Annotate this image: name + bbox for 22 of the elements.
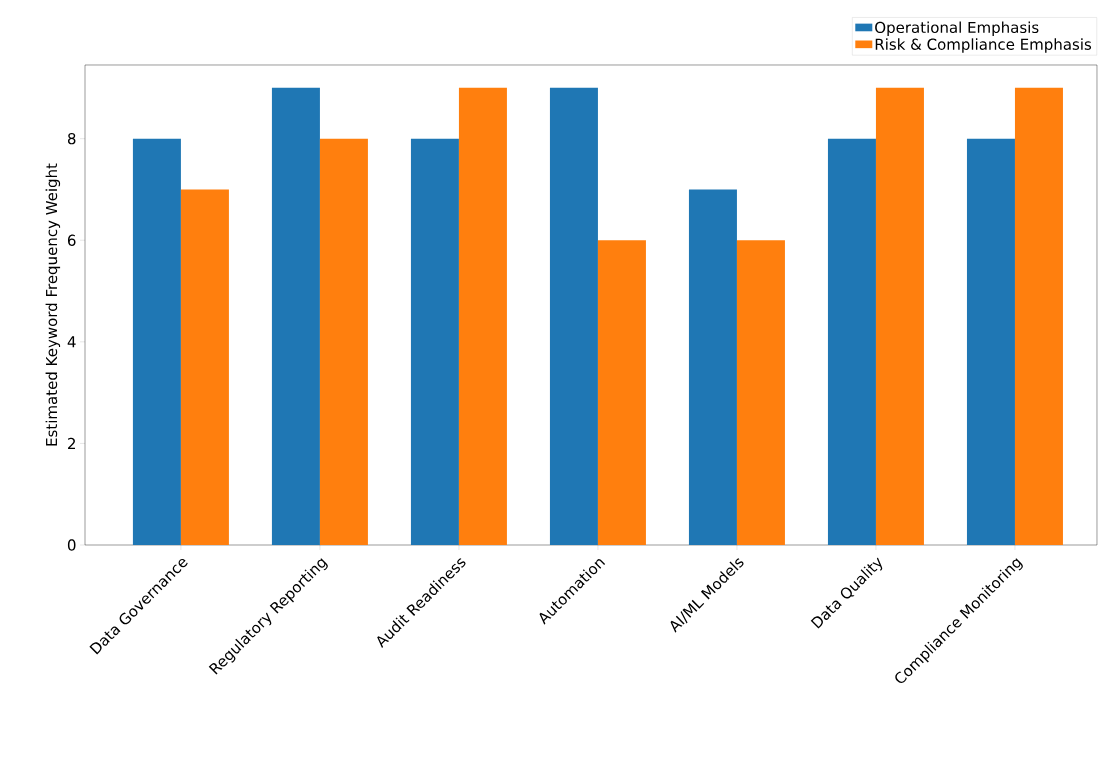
bar: [132, 138, 181, 545]
bar: [597, 240, 646, 545]
bar: [549, 87, 598, 545]
y-tick-label: 4: [67, 336, 76, 348]
legend-label: Operational Emphasis: [875, 21, 1039, 36]
bar: [688, 189, 737, 545]
bar: [1014, 87, 1063, 545]
y-axis-title: Estimated Keyword Frequency Weight: [45, 163, 61, 446]
bar: [966, 138, 1015, 545]
bar: [180, 189, 229, 545]
bar: [271, 87, 320, 545]
legend-label: Risk & Compliance Emphasis: [875, 38, 1092, 53]
bar: [827, 138, 876, 545]
bar: [736, 240, 785, 545]
bar: [410, 138, 459, 545]
bar: [875, 87, 924, 545]
y-tick-label: 0: [67, 539, 76, 551]
y-tick-label: 2: [68, 437, 75, 449]
bar: [458, 87, 507, 545]
bar: [319, 138, 368, 545]
y-tick-label: 8: [67, 132, 76, 145]
y-tick-label: 6: [67, 234, 76, 246]
